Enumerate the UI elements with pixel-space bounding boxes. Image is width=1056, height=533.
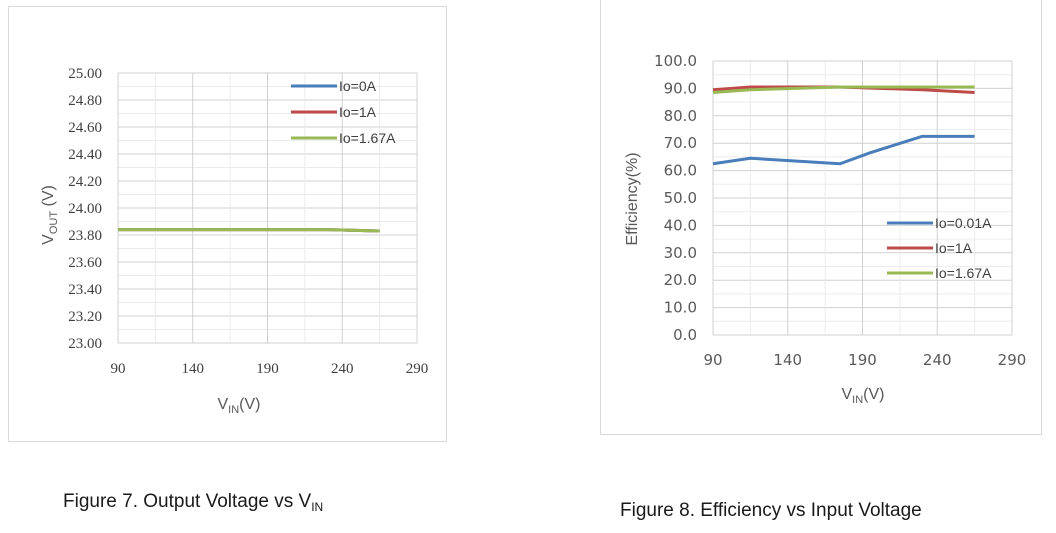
- chart7-x-ticks: 90 140 190 240 290: [111, 361, 429, 377]
- chart8-series-io-0-01a: [712, 134, 975, 166]
- chart7-x-tick-label: 290: [406, 361, 429, 377]
- chart7-y-tick-label: 24.20: [68, 174, 102, 190]
- figure-8-panel: 0.0 10.0 20.0 30.0 40.0 50.0 60.0 70.0 80.0 90.0 1…: [600, 0, 1042, 435]
- chart8-y-tick-label: 90.0: [664, 79, 697, 97]
- chart8-y-tick-label: 80.0: [664, 107, 697, 125]
- figure-7-panel: 23.00 23.20 23.40 23.60 23.80 24.00 24.20 24.40…: [8, 6, 447, 442]
- chart7-y-tick-label: 24.80: [68, 93, 102, 109]
- chart8-y-tick-label: 50.0: [664, 189, 697, 207]
- chart8-x-tick-label: 190: [848, 351, 877, 369]
- chart7-legend: Io=0A Io=1A Io=1.67A: [291, 78, 396, 146]
- chart8-y-axis-label: Efficiency(%): [624, 152, 641, 245]
- chart7-y-tick-label: 23.80: [68, 228, 102, 244]
- chart8-series: [712, 85, 975, 166]
- chart7-x-tick-label: 240: [331, 361, 354, 377]
- chart7-legend-label-io-0a: Io=0A: [339, 78, 377, 94]
- chart8-x-axis-label: VIN(V): [842, 386, 885, 406]
- chart8-gridlines: [712, 60, 1013, 336]
- chart7-y-tick-label: 23.20: [68, 309, 102, 325]
- chart8-x-tick-label: 240: [923, 351, 952, 369]
- chart7-y-axis-label: VOUT (V): [40, 185, 60, 245]
- chart7-x-tick-label: 90: [111, 361, 126, 377]
- chart8-x-ticks: 90 140 190 240 290: [703, 351, 1026, 369]
- chart7-legend-label-io-1a: Io=1A: [339, 104, 377, 120]
- chart8-x-tick-label: 140: [773, 351, 802, 369]
- chart7-y-tick-label: 24.40: [68, 147, 102, 163]
- chart8-legend-label-io-1a: Io=1A: [935, 240, 973, 256]
- figure-8-caption: Figure 8. Efficiency vs Input Voltage: [620, 500, 922, 521]
- chart7-y-tick-label: 23.00: [68, 336, 102, 352]
- chart7-series-io-1-67a: [118, 228, 380, 233]
- chart8-y-tick-label: 10.0: [664, 299, 697, 317]
- chart8-series-io-1-67a: [712, 85, 975, 95]
- output-voltage-chart: 23.00 23.20 23.40 23.60 23.80 24.00 24.20 24.40…: [40, 66, 429, 416]
- figure-7-caption: Figure 7. Output Voltage vs VIN: [63, 491, 324, 514]
- chart8-legend-label-io-1-67a: Io=1.67A: [935, 265, 992, 281]
- chart7-y-tick-label: 25.00: [68, 66, 102, 82]
- chart7-y-ticks: 23.00 23.20 23.40 23.60 23.80 24.00 24.20 24.40…: [68, 66, 102, 352]
- chart8-y-tick-label: 60.0: [664, 162, 697, 180]
- chart7-legend-label-io-1-67a: Io=1.67A: [339, 130, 396, 146]
- chart8-y-tick-label: 20.0: [664, 271, 697, 289]
- chart8-x-tick-label: 290: [998, 351, 1027, 369]
- chart8-legend: Io=0.01A Io=1A Io=1.67A: [887, 215, 992, 281]
- chart8-y-tick-label: 30.0: [664, 244, 697, 262]
- chart7-y-tick-label: 24.00: [68, 201, 102, 217]
- chart8-y-tick-label: 70.0: [664, 134, 697, 152]
- chart7-x-tick-label: 190: [256, 361, 279, 377]
- chart7-y-tick-label: 23.60: [68, 255, 102, 271]
- chart7-x-tick-label: 140: [182, 361, 205, 377]
- chart7-x-axis-label: VIN(V): [218, 396, 261, 416]
- chart8-x-tick-label: 90: [703, 351, 722, 369]
- efficiency-chart: 0.0 10.0 20.0 30.0 40.0 50.0 60.0 70.0 80.0 90.0 1…: [624, 52, 1026, 406]
- chart7-y-tick-label: 24.60: [68, 120, 102, 136]
- chart8-y-ticks: 0.0 10.0 20.0 30.0 40.0 50.0 60.0 70.0 80.0 90.0 1…: [654, 52, 697, 344]
- chart8-y-tick-label: 0.0: [673, 326, 697, 344]
- chart7-y-tick-label: 23.40: [68, 282, 102, 298]
- chart8-y-tick-label: 100.0: [654, 52, 697, 70]
- chart8-y-tick-label: 40.0: [664, 216, 697, 234]
- chart7-gridlines: [117, 72, 418, 344]
- chart8-legend-label-io-0-01a: Io=0.01A: [935, 215, 992, 231]
- chart7-series: [118, 228, 380, 233]
